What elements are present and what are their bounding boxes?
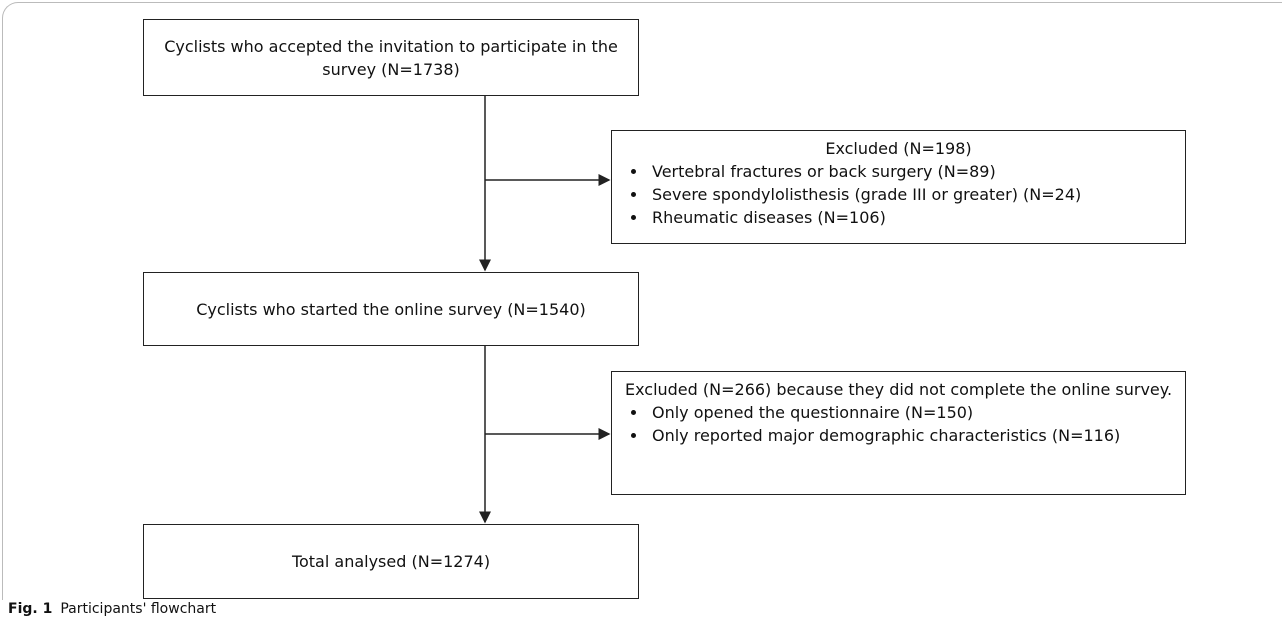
box: Cyclists who started the online survey (… xyxy=(143,272,639,346)
caption-label: Fig. 1 xyxy=(8,601,53,617)
box-label: Excluded (N=266) because they did not co… xyxy=(624,380,1173,399)
box-label: Total analysed (N=1274) xyxy=(291,552,491,571)
bullet-item: Only opened the questionnaire (N=150) xyxy=(648,401,1175,424)
bullet-item: Only reported major demographic characte… xyxy=(648,424,1175,447)
bullet-item: Vertebral fractures or back surgery (N=8… xyxy=(648,160,1175,183)
box: Excluded (N=198) Vertebral fractures or b… xyxy=(611,130,1186,244)
bullet-item: Severe spondylolisthesis (grade III or g… xyxy=(648,183,1175,206)
box-label: Cyclists who started the online survey (… xyxy=(196,299,586,319)
caption-text: Participants' flowchart xyxy=(60,601,217,617)
box: Excluded (N=266) because they did not co… xyxy=(611,371,1186,495)
box: Cyclists who accepted the invitation to … xyxy=(143,19,639,96)
box-label: Cyclists who accepted the invitation to … xyxy=(164,36,618,79)
box: Total analysed (N=1274) xyxy=(143,524,639,599)
frame xyxy=(2,2,1282,600)
bullet-item: Rheumatic diseases (N=106) xyxy=(648,206,1175,229)
box-label: Excluded (N=198) xyxy=(825,139,972,158)
caption: Fig. 1 Participants' flowchart xyxy=(8,601,216,617)
